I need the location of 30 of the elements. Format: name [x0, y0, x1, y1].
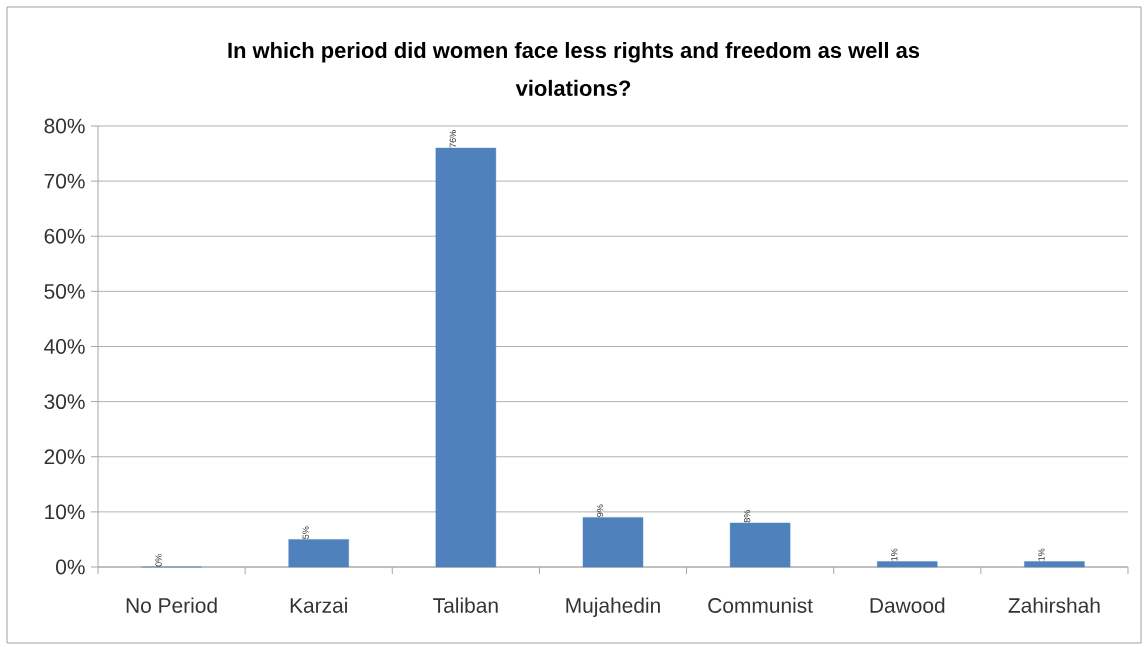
- x-tick-label: Mujahedin: [566, 597, 660, 618]
- y-tick-label: 10%: [45, 504, 85, 520]
- data-label: 8%: [743, 510, 751, 523]
- y-tick-label: 50%: [44, 283, 85, 299]
- data-label: 5%: [302, 526, 309, 539]
- x-tick-label: Taliban: [433, 597, 498, 613]
- x-tick-label: Dawood: [870, 597, 945, 613]
- y-tick-label: 70%: [44, 173, 85, 189]
- data-label: 9%: [596, 504, 604, 517]
- bar: [729, 522, 791, 568]
- bar: [877, 561, 938, 568]
- x-tick-label: Zahirshah: [1008, 597, 1100, 613]
- bar: [435, 147, 497, 568]
- chart-title: In which period did women face less rights and freedom as well as violations?: [228, 42, 920, 96]
- y-tick-label: 20%: [44, 449, 85, 465]
- x-tick-label: No Period: [126, 597, 217, 613]
- bar: [1024, 561, 1085, 568]
- data-label: 1%: [1038, 548, 1045, 561]
- y-tick-label: 80%: [44, 118, 85, 134]
- data-label: 0%: [155, 554, 162, 567]
- bar: [582, 517, 644, 568]
- data-label: 1%: [891, 548, 898, 561]
- y-tick-label: 60%: [44, 228, 85, 244]
- bar: [288, 539, 349, 568]
- x-tick-label: Communist: [708, 597, 813, 613]
- data-label: 76%: [449, 130, 457, 148]
- y-tick-label: 30%: [44, 394, 85, 410]
- y-tick-label: 0%: [56, 559, 85, 575]
- y-tick-label: 40%: [44, 339, 85, 354]
- x-tick-label: Karzai: [290, 597, 347, 613]
